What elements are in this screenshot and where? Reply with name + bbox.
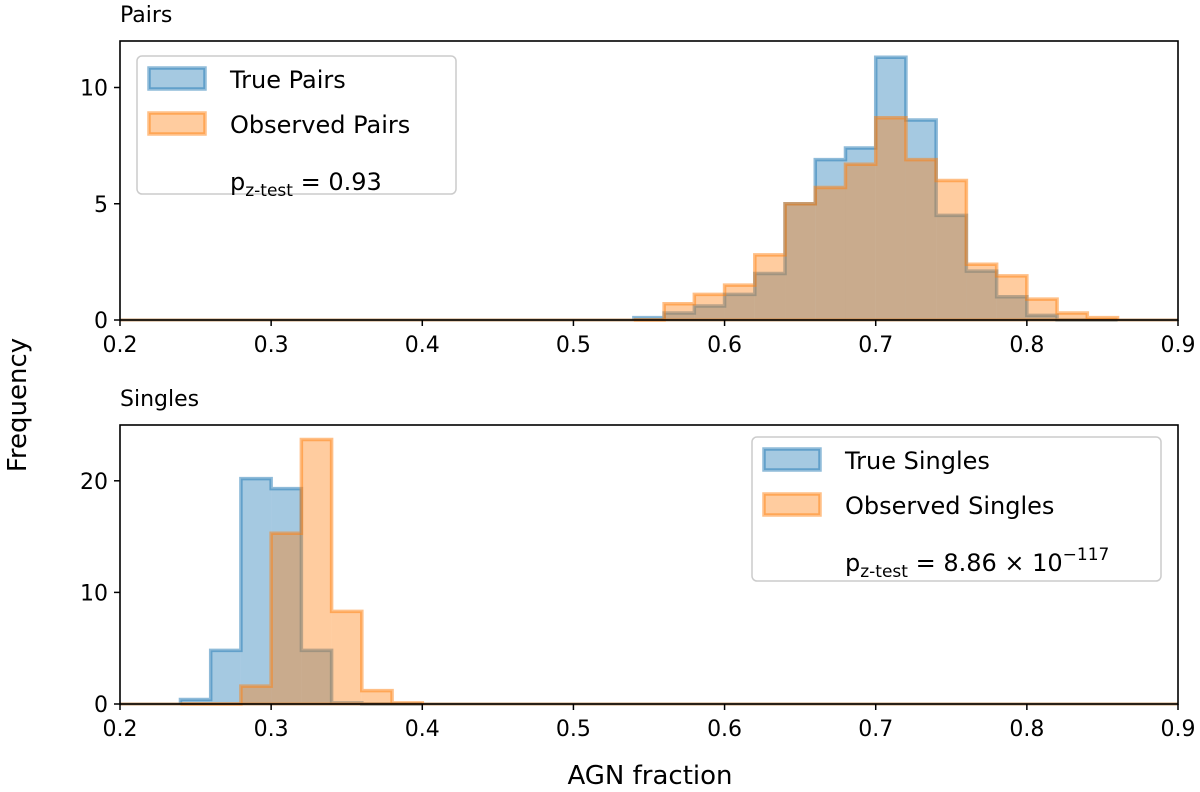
y-tick-label: 10 xyxy=(80,581,108,606)
panel-title: Pairs xyxy=(120,3,172,28)
panel-singles: Singles 0.2 0.3 0.4 0.5 0.6 0.7 0.8 0.9 0 10 20 True… xyxy=(80,387,1196,742)
y-tick-label: 0 xyxy=(94,309,108,334)
histogram-bar xyxy=(664,313,695,320)
histogram-bar xyxy=(996,296,1027,320)
histogram-bar xyxy=(1026,315,1058,320)
axes-frame xyxy=(119,40,1179,321)
histogram-bar xyxy=(271,488,302,704)
x-tick-label: 0.5 xyxy=(556,717,591,742)
histogram-bar xyxy=(754,273,786,320)
x-tick-label: 0.4 xyxy=(405,717,440,742)
x-tick-label: 0.6 xyxy=(707,717,742,742)
y-tick-label: 0 xyxy=(94,693,108,718)
legend-box xyxy=(751,436,1162,582)
x-tick-label: 0.3 xyxy=(254,717,289,742)
legend-label-observed: Observed Pairs xyxy=(230,111,410,139)
x-tick-label: 0.7 xyxy=(858,717,893,742)
histogram-bar xyxy=(180,699,211,704)
axes-frame xyxy=(119,424,1179,705)
histogram-bar xyxy=(996,275,1027,320)
histogram-bar xyxy=(210,650,241,704)
histogram-bar xyxy=(875,57,906,321)
histogram-bar xyxy=(724,294,755,320)
histogram-bar xyxy=(845,164,876,320)
histogram-bar xyxy=(785,203,816,320)
y-axis-label: Frequency xyxy=(3,338,33,472)
x-tick-label: 0.5 xyxy=(556,333,591,358)
x-tick-label: 0.6 xyxy=(707,333,742,358)
histogram-bar xyxy=(724,285,755,320)
legend-swatch-true xyxy=(147,66,207,91)
y-tick-label: 5 xyxy=(94,193,108,218)
histogram-bar xyxy=(271,533,302,704)
histogram-bar xyxy=(754,254,786,320)
histogram-bar xyxy=(240,478,272,704)
legend-swatch-observed xyxy=(762,492,822,517)
histogram-bar xyxy=(1057,313,1088,320)
x-tick-label: 0.2 xyxy=(103,717,138,742)
histogram-outline xyxy=(633,115,1120,322)
histogram-bar xyxy=(845,147,876,320)
histogram-bar xyxy=(301,439,332,704)
histogram-bar xyxy=(1026,299,1058,320)
x-tick-label: 0.8 xyxy=(1009,333,1044,358)
pvalue-annotation: pz-test = 0.93 xyxy=(230,168,382,201)
panel-title: Singles xyxy=(120,387,199,412)
histogram-bar xyxy=(361,690,393,704)
legend-box xyxy=(136,55,457,195)
legend-label-true: True Pairs xyxy=(229,66,346,94)
legend-label-true: True Singles xyxy=(844,447,990,475)
histogram-bar xyxy=(875,117,906,320)
histogram-bar xyxy=(694,294,725,320)
y-tick-label: 10 xyxy=(80,77,108,102)
histogram-bar xyxy=(966,271,997,320)
legend-label-observed: Observed Singles xyxy=(845,492,1054,520)
x-tick-label: 0.8 xyxy=(1009,717,1044,742)
x-tick-label: 0.4 xyxy=(405,333,440,358)
x-tick-label: 0.9 xyxy=(1161,717,1196,742)
legend-swatch-observed xyxy=(147,111,207,136)
histogram-bar xyxy=(240,686,272,704)
histogram-bar xyxy=(301,650,332,704)
histogram-outline xyxy=(180,437,425,706)
histogram-bar xyxy=(664,303,695,320)
panel-pairs: Pairs 0.2 0.3 0.4 0.5 0.6 0.7 0.8 0.9 0 5 10 True Pa… xyxy=(80,3,1196,358)
x-tick-label: 0.7 xyxy=(858,333,893,358)
x-tick-label: 0.2 xyxy=(103,333,138,358)
histogram-outline xyxy=(632,55,1118,322)
x-axis-label: AGN fraction xyxy=(567,761,732,791)
histogram-bar xyxy=(694,306,725,320)
histogram-bar xyxy=(936,180,967,320)
pvalue-annotation: pz-test = 8.86 × 10−117 xyxy=(845,545,1109,582)
histogram-bar xyxy=(331,611,362,704)
legend: True Pairs Observed Pairs pz-test = 0.93 xyxy=(136,55,457,201)
histogram-bar xyxy=(815,187,846,320)
histogram-bar xyxy=(905,120,937,320)
histogram-bar xyxy=(936,215,967,320)
y-tick-label: 20 xyxy=(80,470,108,495)
legend: True Singles Observed Singles pz-test = 8.… xyxy=(751,436,1162,582)
legend-swatch-true xyxy=(762,447,822,472)
x-tick-label: 0.9 xyxy=(1161,333,1196,358)
x-tick-label: 0.3 xyxy=(254,333,289,358)
histogram-bar xyxy=(905,159,937,320)
histogram-bar xyxy=(785,203,816,320)
histogram-bar xyxy=(966,264,997,320)
